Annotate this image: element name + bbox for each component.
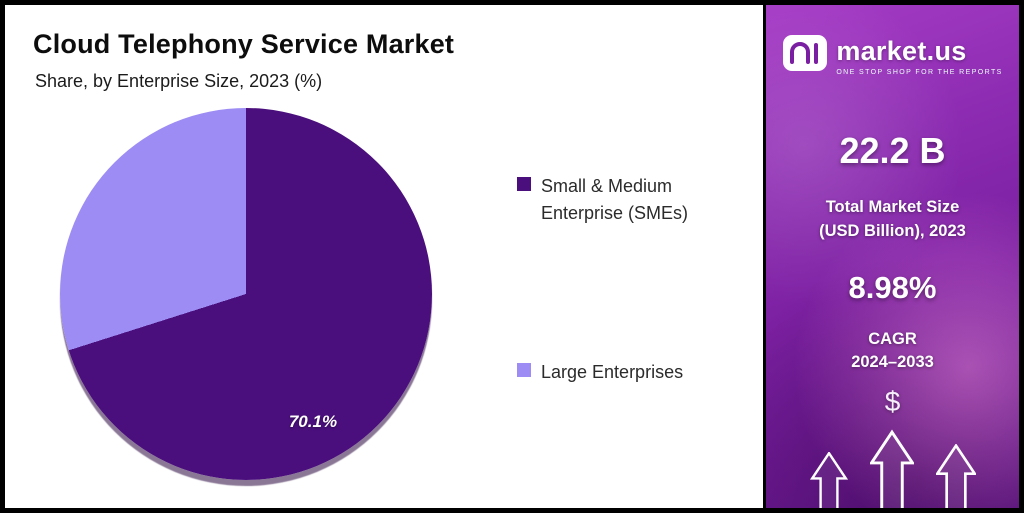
cagr-value: 8.98% bbox=[848, 269, 937, 305]
marketus-logo-icon bbox=[782, 33, 828, 78]
brand-block: market.us ONE STOP SHOP FOR THE REPORTS bbox=[782, 33, 1002, 78]
market-size-label: Total Market Size (USD Billion), 2023 bbox=[819, 196, 966, 244]
market-size-label-line2: (USD Billion), 2023 bbox=[819, 221, 966, 240]
cagr-label-line1: CAGR bbox=[868, 329, 917, 348]
chart-legend: Small & Medium Enterprise (SMEs) Large E… bbox=[517, 173, 732, 386]
up-arrow-icon bbox=[809, 452, 848, 508]
pie-chart: 70.1% bbox=[60, 108, 432, 480]
market-size-label-line1: Total Market Size bbox=[825, 198, 960, 216]
chart-subtitle: Share, by Enterprise Size, 2023 (%) bbox=[35, 71, 323, 91]
brand-tagline: ONE STOP SHOP FOR THE REPORTS bbox=[836, 68, 1003, 76]
legend-label-large-enterprises: Large Enterprises bbox=[541, 362, 684, 382]
up-arrow-icon bbox=[869, 424, 914, 508]
brand-name: market.us bbox=[836, 35, 967, 66]
up-arrow-icon bbox=[935, 444, 976, 508]
brand-text-block: market.us ONE STOP SHOP FOR THE REPORTS bbox=[836, 36, 1002, 76]
legend-swatch-large-enterprises bbox=[517, 363, 531, 377]
market-size-value: 22.2 B bbox=[839, 130, 946, 171]
dollar-icon: $ bbox=[884, 386, 901, 418]
cagr-label-line2: 2024–2033 bbox=[851, 352, 934, 371]
legend-label-smes: Small & Medium Enterprise (SMEs) bbox=[541, 176, 689, 223]
brand-sidebar: market.us ONE STOP SHOP FOR THE REPORTS … bbox=[763, 5, 1019, 508]
legend-swatch-smes bbox=[517, 177, 531, 191]
cagr-label: CAGR 2024–2033 bbox=[851, 328, 934, 374]
growth-arrows bbox=[766, 424, 1019, 508]
legend-item-smes: Small & Medium Enterprise (SMEs) bbox=[517, 173, 732, 227]
legend-item-large-enterprises: Large Enterprises bbox=[517, 359, 732, 386]
chart-panel: Cloud Telephony Service Market Share, by… bbox=[5, 5, 763, 508]
page-title: Cloud Telephony Service Market bbox=[33, 29, 455, 59]
pie-slice-label-smes: 70.1% bbox=[288, 412, 338, 432]
